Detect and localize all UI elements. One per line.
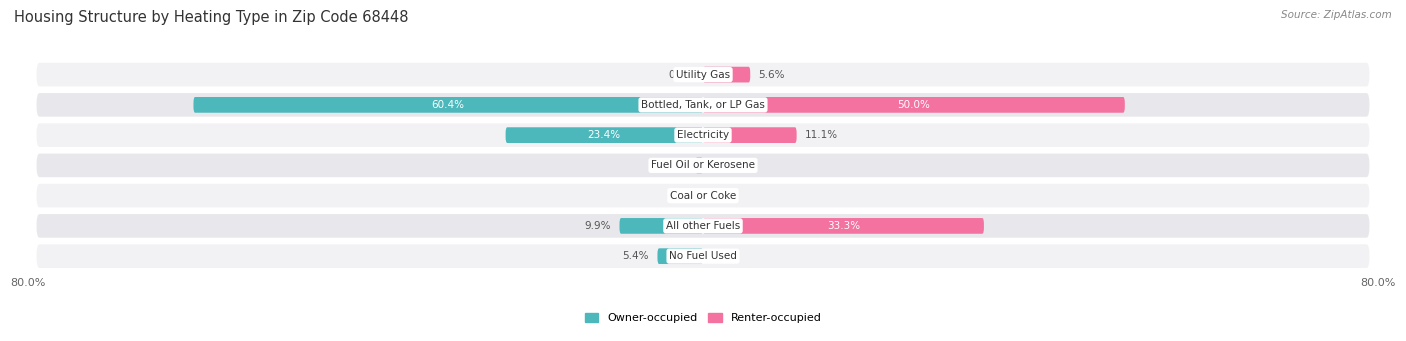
Text: 5.6%: 5.6% — [759, 70, 785, 79]
FancyBboxPatch shape — [703, 218, 984, 234]
Text: Coal or Coke: Coal or Coke — [669, 191, 737, 201]
Text: 0.0%: 0.0% — [668, 191, 695, 201]
Text: 0.9%: 0.9% — [661, 160, 688, 170]
FancyBboxPatch shape — [620, 218, 703, 234]
Text: Electricity: Electricity — [676, 130, 730, 140]
Text: Source: ZipAtlas.com: Source: ZipAtlas.com — [1281, 10, 1392, 20]
FancyBboxPatch shape — [37, 123, 1369, 147]
FancyBboxPatch shape — [703, 67, 751, 83]
FancyBboxPatch shape — [37, 93, 1369, 117]
Text: All other Fuels: All other Fuels — [666, 221, 740, 231]
FancyBboxPatch shape — [37, 63, 1369, 86]
Text: Bottled, Tank, or LP Gas: Bottled, Tank, or LP Gas — [641, 100, 765, 110]
Text: 60.4%: 60.4% — [432, 100, 465, 110]
FancyBboxPatch shape — [703, 127, 797, 143]
FancyBboxPatch shape — [194, 97, 703, 113]
Text: 50.0%: 50.0% — [897, 100, 931, 110]
Text: Housing Structure by Heating Type in Zip Code 68448: Housing Structure by Heating Type in Zip… — [14, 10, 409, 25]
Text: 23.4%: 23.4% — [588, 130, 621, 140]
Text: Utility Gas: Utility Gas — [676, 70, 730, 79]
Text: 33.3%: 33.3% — [827, 221, 860, 231]
FancyBboxPatch shape — [703, 97, 1125, 113]
Text: Fuel Oil or Kerosene: Fuel Oil or Kerosene — [651, 160, 755, 170]
Text: 0.0%: 0.0% — [711, 251, 738, 261]
Text: 0.0%: 0.0% — [711, 191, 738, 201]
Text: 0.0%: 0.0% — [711, 160, 738, 170]
FancyBboxPatch shape — [37, 184, 1369, 207]
FancyBboxPatch shape — [37, 244, 1369, 268]
Text: 11.1%: 11.1% — [806, 130, 838, 140]
Text: 0.0%: 0.0% — [668, 70, 695, 79]
FancyBboxPatch shape — [658, 248, 703, 264]
Text: 5.4%: 5.4% — [623, 251, 650, 261]
Legend: Owner-occupied, Renter-occupied: Owner-occupied, Renter-occupied — [581, 308, 825, 327]
Text: 9.9%: 9.9% — [585, 221, 612, 231]
FancyBboxPatch shape — [506, 127, 703, 143]
FancyBboxPatch shape — [696, 158, 703, 173]
FancyBboxPatch shape — [37, 214, 1369, 238]
FancyBboxPatch shape — [37, 153, 1369, 177]
Text: No Fuel Used: No Fuel Used — [669, 251, 737, 261]
